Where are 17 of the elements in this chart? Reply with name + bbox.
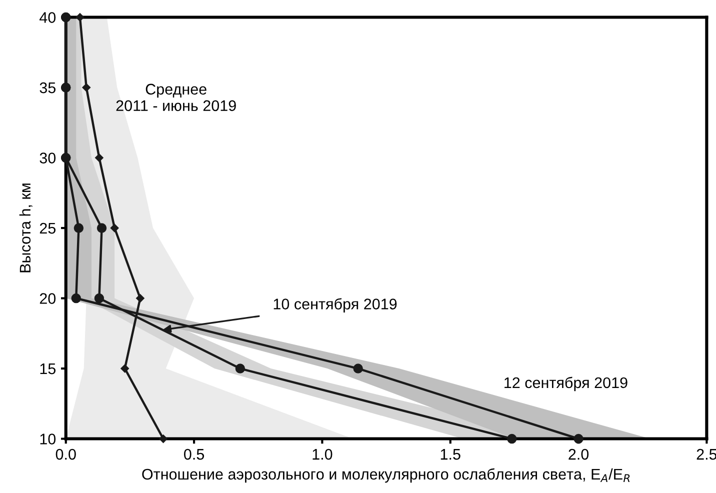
x-tick-label: 0.5	[184, 448, 204, 460]
series-label: 12 сентября 2019	[504, 376, 628, 392]
y-tick-label: 10	[40, 434, 56, 444]
x-tick-label: 1.0	[312, 448, 332, 460]
x-tick-label: 0.0	[56, 448, 76, 460]
text: 10 сентября 2019	[274, 298, 397, 312]
y-tick-label: 40	[40, 12, 56, 23]
x-tick-label: 1.5	[440, 449, 460, 460]
y-tick-label: 20	[40, 293, 56, 304]
y-axis-title: Высота h, км	[19, 184, 32, 272]
series-label: Среднее 2011 - июнь 2019	[116, 84, 236, 112]
x-tick-label: 2.0	[568, 448, 589, 460]
y-tick-label: 25	[40, 222, 56, 234]
y-tick-label: 15	[40, 364, 56, 374]
x-axis-title: Отношение аэрозольного и молекулярного ослабления света, E$_{A}$/E$_{R}$	[142, 468, 630, 483]
y-tick-label: 35	[40, 82, 56, 94]
y-tick-label: 30	[40, 152, 56, 164]
